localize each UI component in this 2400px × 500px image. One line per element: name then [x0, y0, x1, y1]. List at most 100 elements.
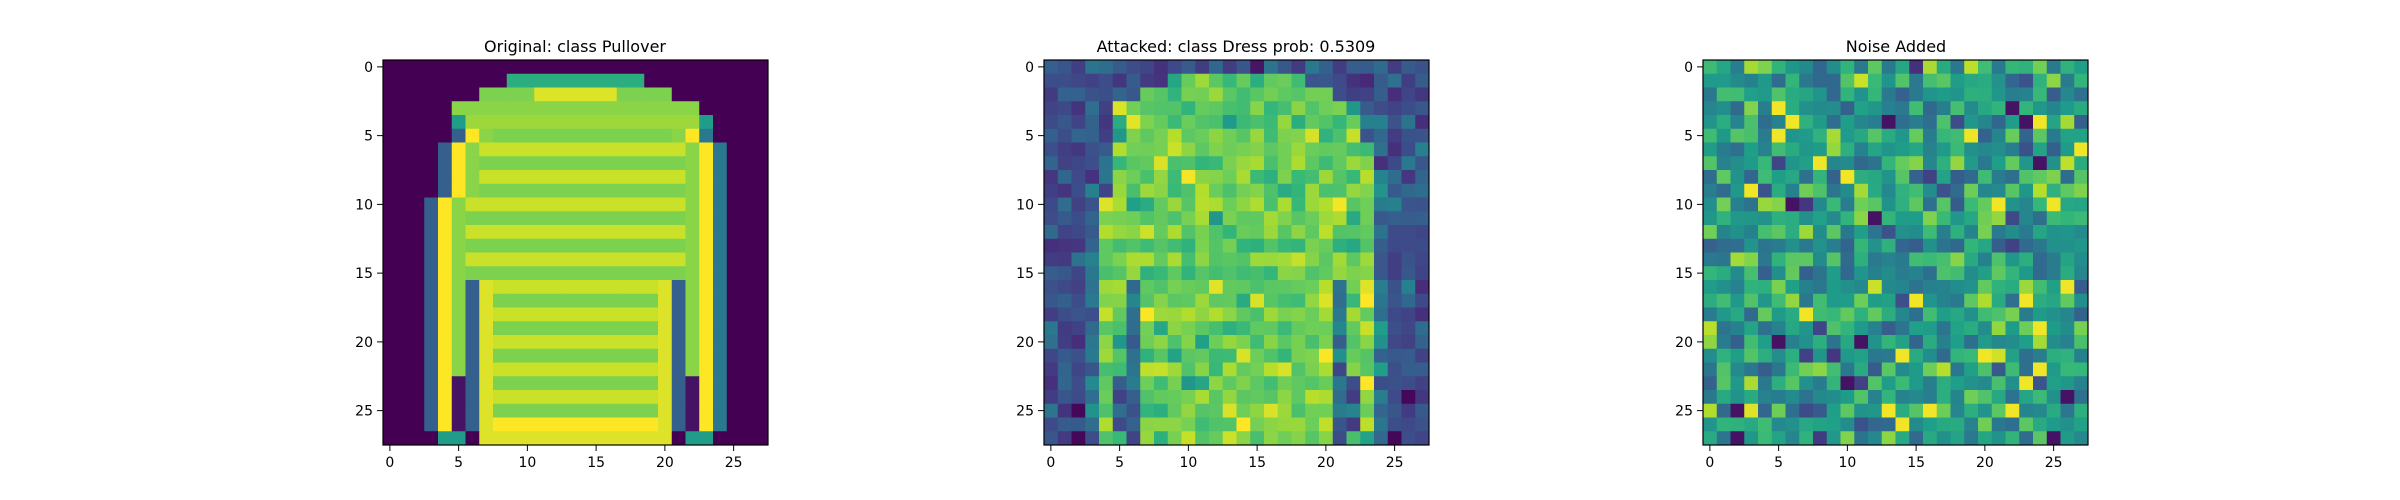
heatmap-cell	[1181, 252, 1196, 267]
heatmap-cell	[1291, 348, 1306, 363]
heatmap-cell	[644, 252, 659, 267]
heatmap-cell	[396, 197, 411, 212]
heatmap-cell	[1140, 252, 1155, 267]
heatmap-cell	[2005, 101, 2020, 116]
heatmap-cell	[2033, 431, 2048, 446]
heatmap-cell	[1374, 403, 1389, 418]
heatmap-cell	[740, 362, 755, 377]
heatmap-cell	[1730, 390, 1745, 405]
heatmap-cell	[575, 115, 590, 130]
heatmap-cell	[1387, 348, 1402, 363]
heatmap-cell	[740, 225, 755, 240]
heatmap-cell	[534, 183, 549, 198]
heatmap-cell	[1305, 266, 1320, 281]
heatmap-cell	[1826, 197, 1841, 212]
heatmap-cell	[2033, 73, 2048, 88]
heatmap-cell	[1744, 101, 1759, 116]
heatmap-cell	[1771, 142, 1786, 157]
heatmap-cell	[616, 335, 631, 350]
heatmap-cell	[1305, 115, 1320, 130]
heatmap-cell	[548, 115, 563, 130]
heatmap-cell	[1126, 128, 1141, 143]
heatmap-cell	[1319, 348, 1334, 363]
heatmap-cell	[1991, 376, 2006, 391]
heatmap-cell	[1868, 266, 1883, 281]
heatmap-cell	[1140, 266, 1155, 281]
heatmap-cell	[465, 335, 480, 350]
x-tick-label: 15	[587, 455, 605, 471]
heatmap-cell	[2074, 211, 2089, 226]
heatmap-cell	[2060, 307, 2075, 322]
heatmap-attacked	[1044, 60, 1430, 446]
heatmap-cell	[1099, 115, 1114, 130]
heatmap-cell	[1771, 183, 1786, 198]
heatmap-cell	[630, 293, 645, 308]
heatmap-cell	[1277, 321, 1292, 336]
heatmap-cell	[1044, 307, 1059, 322]
heatmap-cell	[1085, 225, 1100, 240]
heatmap-cell	[451, 73, 466, 88]
heatmap-cell	[1978, 403, 1993, 418]
heatmap-cell	[1991, 335, 2006, 350]
heatmap-cell	[1950, 376, 1965, 391]
heatmap-cell	[465, 142, 480, 157]
heatmap-cell	[520, 183, 535, 198]
heatmap-cell	[1195, 128, 1210, 143]
heatmap-cell	[671, 115, 686, 130]
heatmap-cell	[534, 362, 549, 377]
heatmap-cell	[644, 73, 659, 88]
heatmap-cell	[2046, 335, 2061, 350]
heatmap-cell	[465, 390, 480, 405]
heatmap-cell	[493, 293, 508, 308]
heatmap-cell	[2005, 348, 2020, 363]
heatmap-cell	[1291, 183, 1306, 198]
y-tick-label: 10	[355, 197, 373, 213]
heatmap-cell	[1181, 362, 1196, 377]
heatmap-cell	[383, 266, 398, 281]
heatmap-cell	[1730, 252, 1745, 267]
heatmap-cell	[1222, 335, 1237, 350]
heatmap-cell	[520, 348, 535, 363]
heatmap-cell	[2074, 390, 2089, 405]
heatmap-cell	[589, 293, 604, 308]
heatmap-cell	[2019, 376, 2034, 391]
heatmap-cell	[383, 431, 398, 446]
heatmap-cell	[1250, 252, 1265, 267]
heatmap-cell	[575, 87, 590, 102]
heatmap-cell	[1305, 73, 1320, 88]
heatmap-cell	[713, 307, 728, 322]
heatmap-cell	[1044, 197, 1059, 212]
heatmap-cell	[1140, 211, 1155, 226]
heatmap-cell	[2005, 128, 2020, 143]
heatmap-cell	[2019, 307, 2034, 322]
heatmap-cell	[1044, 225, 1059, 240]
heatmap-cell	[1716, 238, 1731, 253]
heatmap-cell	[713, 142, 728, 157]
heatmap-cell	[1181, 376, 1196, 391]
heatmap-cell	[1044, 362, 1059, 377]
heatmap-cell	[1222, 170, 1237, 185]
heatmap-cell	[438, 101, 453, 116]
heatmap-cell	[410, 280, 425, 295]
heatmap-cell	[2074, 183, 2089, 198]
heatmap-cell	[630, 211, 645, 226]
heatmap-cell	[2060, 225, 2075, 240]
heatmap-cell	[1291, 417, 1306, 432]
heatmap-cell	[1758, 348, 1773, 363]
heatmap-cell	[616, 321, 631, 336]
axes-frame-noise	[1702, 59, 2089, 446]
heatmap-cell	[1950, 115, 1965, 130]
heatmap-cell	[493, 225, 508, 240]
heatmap-cell	[1854, 211, 1869, 226]
heatmap-cell	[479, 73, 494, 88]
heatmap-cell	[1771, 321, 1786, 336]
x-tick-label: 5	[1774, 455, 1783, 471]
x-tick-label: 10	[1838, 455, 1856, 471]
heatmap-cell	[2046, 225, 2061, 240]
heatmap-cell	[1099, 87, 1114, 102]
heatmap-cell	[1346, 101, 1361, 116]
heatmap-cell	[1250, 73, 1265, 88]
heatmap-cell	[1785, 362, 1800, 377]
heatmap-cell	[1854, 170, 1869, 185]
heatmap-cell	[548, 348, 563, 363]
